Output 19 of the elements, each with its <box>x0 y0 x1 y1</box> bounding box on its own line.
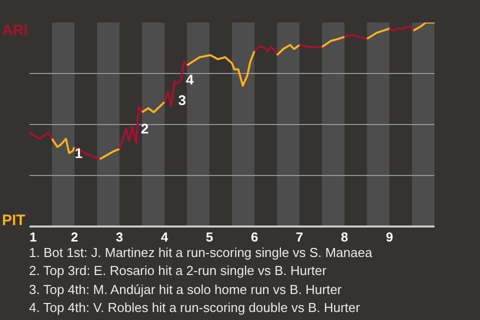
text: 1. Bot 1st: J. Martinez hit a run-scoring single vs S. Manaea <box>29 244 372 262</box>
annotation: 2 <box>140 120 149 137</box>
x-tick-label: 7 <box>296 230 304 244</box>
x-tick-label: 3 <box>116 230 124 244</box>
x-tick-label: 1 <box>30 230 37 244</box>
text: ARI <box>2 21 28 41</box>
x-tick-label: 2 <box>70 230 78 244</box>
text: PIT <box>2 211 26 231</box>
annotation: 4 <box>186 72 194 88</box>
annotation: 1 <box>74 145 83 162</box>
x-tick-label: 5 <box>206 230 214 244</box>
x-tick-label: 9 <box>386 230 394 244</box>
text: 4. Top 4th: V. Robles hit a run-scoring double vs B. Hurter <box>29 298 361 317</box>
text: 3. Top 4th: M. Andújar hit a solo home run vs B. Hurter <box>29 280 343 299</box>
text: 2. Top 3rd: E. Rosario hit a 2-run single vs B. Hurter <box>29 262 328 280</box>
x-tick-label: 8 <box>340 230 348 244</box>
annotation: 3 <box>178 92 186 108</box>
x-tick-label: 6 <box>250 230 258 244</box>
x-tick-label: 4 <box>160 230 169 244</box>
